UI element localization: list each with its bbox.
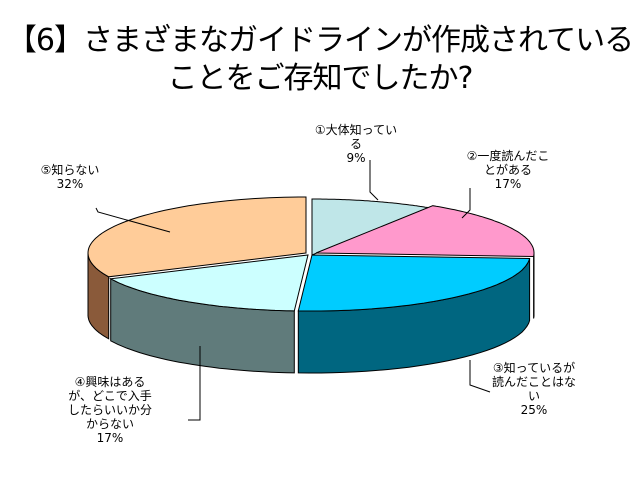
chart-title: 【6】さまざまなガイドラインが作成されている ことをご存知でしたか? bbox=[0, 22, 640, 98]
pie-slice-1 bbox=[311, 198, 431, 256]
data-label-1: ①大体知っている 9% bbox=[315, 123, 397, 165]
data-label-3: ③知っているが読んだことはない 25% bbox=[492, 360, 576, 417]
leader-lines bbox=[95, 160, 491, 421]
pie-slices bbox=[87, 196, 535, 312]
leader-line-3 bbox=[469, 360, 491, 393]
chart-title-line-1: 【6】さまざまなガイドラインが作成されている bbox=[6, 23, 634, 58]
pie-slice-2 bbox=[315, 205, 535, 258]
pie-slice-3 bbox=[297, 254, 531, 312]
data-label-2: ②一度読んだことがある 17% bbox=[467, 148, 550, 191]
leader-line-2 bbox=[461, 188, 471, 219]
leader-line-4 bbox=[188, 346, 201, 421]
data-labels: ①大体知っている 9% ②一度読んだことがある 17% ③知っているが読んだことはない 2… bbox=[41, 123, 576, 445]
data-label-5: ⑤知らない 32% bbox=[41, 163, 100, 191]
data-label-4: ④興味はあるが、どこで入手したらいいか分からない 17% bbox=[68, 375, 152, 445]
chart-title-line-2: ことをご存知でしたか? bbox=[167, 61, 474, 96]
leader-line-5 bbox=[95, 207, 171, 233]
pie-slice-4 bbox=[109, 254, 309, 312]
leader-line-1 bbox=[369, 160, 379, 201]
pie-slice-5 bbox=[87, 196, 307, 278]
